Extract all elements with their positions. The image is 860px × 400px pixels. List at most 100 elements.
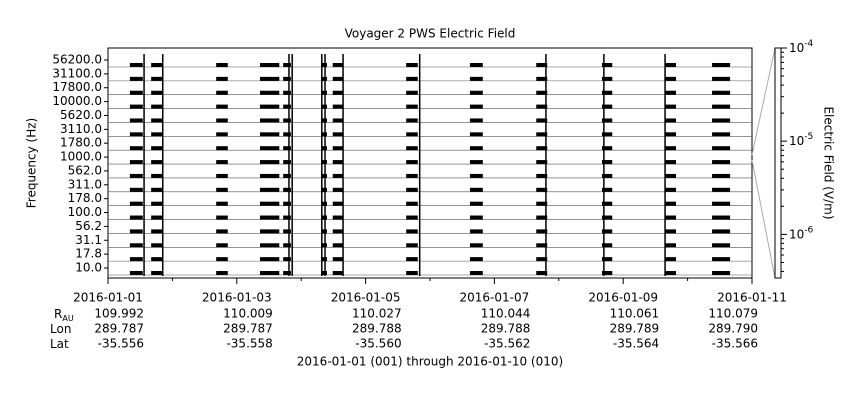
burst	[259, 63, 280, 67]
burst	[283, 146, 291, 151]
burst	[332, 63, 344, 67]
burst	[332, 229, 344, 234]
ephemeris-value: 289.787	[94, 322, 144, 336]
burst	[321, 257, 327, 262]
burst	[536, 63, 548, 67]
burst	[406, 243, 418, 248]
burst	[129, 215, 143, 220]
burst	[469, 76, 483, 81]
burst	[283, 271, 291, 275]
y-tick-label: 10000.0	[52, 94, 102, 108]
burst	[601, 160, 613, 165]
burst	[536, 90, 548, 95]
burst	[129, 76, 143, 81]
burst	[151, 146, 163, 151]
burst	[712, 76, 731, 81]
y2-tick-label: 10-4	[789, 39, 814, 55]
y2-axis-label: Electric Field (V/m)	[822, 106, 836, 219]
ephemeris-value: -35.556	[98, 337, 144, 351]
x-tick-label: 2016-01-09	[588, 291, 658, 305]
burst	[332, 187, 344, 192]
burst	[601, 146, 613, 151]
x-axis-label: 2016-01-01 (001) through 2016-01-10 (010…	[297, 355, 563, 369]
burst	[601, 201, 613, 206]
y2-tick-exponent: -5	[804, 132, 813, 142]
colorbar-connector	[751, 47, 776, 156]
burst	[469, 187, 483, 192]
burst	[283, 215, 291, 220]
burst	[216, 173, 228, 178]
ephemeris-value: 289.787	[223, 322, 273, 336]
burst	[321, 215, 327, 220]
burst	[332, 243, 344, 248]
ephemeris-value: -35.566	[712, 337, 758, 351]
burst	[406, 146, 418, 151]
burst	[151, 243, 163, 248]
burst	[259, 229, 280, 234]
y-tick-label: 3110.0	[60, 122, 102, 136]
burst	[536, 146, 548, 151]
ephemeris-value: -35.562	[484, 337, 530, 351]
burst	[712, 201, 731, 206]
x-tick-label: 2016-01-05	[331, 291, 401, 305]
burst	[216, 160, 228, 165]
burst	[665, 132, 677, 137]
burst	[536, 118, 548, 123]
ephemeris-value: -35.564	[613, 337, 659, 351]
burst	[536, 229, 548, 234]
ephemeris-label-text: R	[54, 307, 62, 321]
ephemeris-value: 109.992	[94, 307, 144, 321]
burst	[283, 63, 291, 67]
burst	[665, 146, 677, 151]
burst	[332, 90, 344, 95]
ephemeris-value: 289.790	[708, 322, 758, 336]
burst	[406, 257, 418, 262]
burst	[601, 132, 613, 137]
burst	[536, 243, 548, 248]
burst	[259, 187, 280, 192]
burst	[332, 271, 344, 275]
burst	[712, 160, 731, 165]
burst	[283, 257, 291, 262]
y-tick-label: 31.1	[75, 233, 102, 247]
burst	[469, 90, 483, 95]
y-tick-label: 17.8	[75, 247, 102, 261]
burst	[406, 271, 418, 275]
y2-tick-base: 10	[789, 227, 804, 241]
burst	[469, 201, 483, 206]
burst	[216, 132, 228, 137]
burst	[332, 118, 344, 123]
burst	[259, 118, 280, 123]
y2-tick-base: 10	[789, 41, 804, 55]
burst	[151, 215, 163, 220]
burst	[259, 257, 280, 262]
burst	[332, 76, 344, 81]
burst	[712, 146, 731, 151]
burst	[216, 215, 228, 220]
burst	[216, 201, 228, 206]
burst	[712, 271, 731, 275]
burst	[536, 187, 548, 192]
burst	[601, 187, 613, 192]
burst	[712, 187, 731, 192]
burst	[216, 271, 228, 275]
burst	[321, 104, 327, 109]
burst	[259, 160, 280, 165]
burst	[406, 104, 418, 109]
burst	[469, 118, 483, 123]
burst	[321, 146, 327, 151]
burst	[332, 257, 344, 262]
burst	[151, 104, 163, 109]
burst	[536, 257, 548, 262]
burst	[601, 257, 613, 262]
burst	[321, 90, 327, 95]
ephemeris-value: 110.027	[352, 307, 402, 321]
x-tick-label: 2016-01-11	[717, 291, 787, 305]
burst	[216, 243, 228, 248]
burst	[129, 173, 143, 178]
burst	[712, 63, 731, 67]
x-tick-label: 2016-01-07	[460, 291, 530, 305]
burst	[129, 243, 143, 248]
burst	[665, 257, 677, 262]
